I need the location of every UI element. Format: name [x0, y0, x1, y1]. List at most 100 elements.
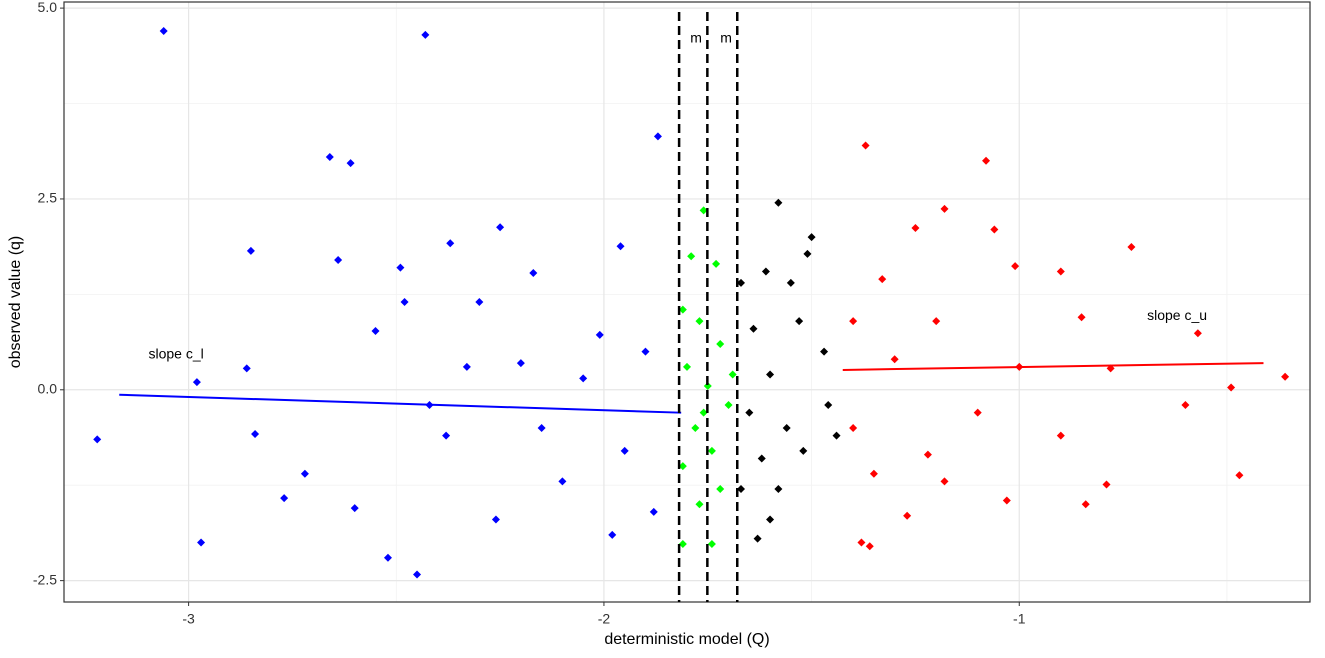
point — [93, 435, 102, 444]
point — [1077, 313, 1086, 322]
x-axis-label: deterministic model (Q) — [604, 631, 769, 648]
point — [707, 446, 716, 455]
point — [1127, 243, 1136, 252]
point — [678, 539, 687, 548]
y-tick-label: -2.5 — [33, 571, 57, 587]
point — [728, 370, 737, 379]
annotation: slope c_u — [1147, 307, 1207, 323]
point — [932, 317, 941, 326]
point — [982, 156, 991, 165]
point — [803, 249, 812, 258]
point — [1056, 431, 1065, 440]
point — [383, 553, 392, 562]
point — [923, 450, 932, 459]
point — [595, 330, 604, 339]
point — [325, 152, 334, 161]
point — [1227, 383, 1236, 392]
point — [251, 430, 260, 439]
point — [529, 268, 538, 277]
point — [1011, 262, 1020, 271]
point — [280, 494, 289, 503]
point — [192, 378, 201, 387]
point — [616, 242, 625, 251]
point — [537, 423, 546, 432]
point — [691, 423, 700, 432]
point — [1281, 372, 1290, 381]
point — [878, 275, 887, 284]
point — [699, 206, 708, 215]
point — [1056, 267, 1065, 276]
x-tick-label: -1 — [1013, 611, 1026, 627]
point — [678, 462, 687, 471]
point — [799, 446, 808, 455]
point — [832, 431, 841, 440]
point — [782, 423, 791, 432]
annotation: m — [720, 29, 732, 45]
point — [413, 570, 422, 579]
point — [446, 239, 455, 248]
point — [653, 132, 662, 141]
x-tick-label: -3 — [182, 611, 195, 627]
point — [736, 485, 745, 494]
point — [940, 477, 949, 486]
plot-border — [63, 1, 1311, 603]
point — [890, 355, 899, 364]
point — [475, 298, 484, 306]
point — [703, 381, 712, 390]
point — [1002, 496, 1011, 505]
point — [865, 542, 874, 551]
point — [774, 485, 783, 494]
point — [620, 446, 629, 455]
point — [786, 278, 795, 287]
point — [1081, 500, 1090, 509]
point — [491, 515, 500, 524]
point — [371, 327, 380, 336]
point — [442, 431, 451, 440]
point — [687, 252, 696, 261]
point — [695, 317, 704, 326]
point — [736, 278, 745, 287]
point — [820, 347, 829, 356]
point — [300, 469, 309, 478]
point — [849, 317, 858, 326]
point — [350, 504, 359, 513]
annotation: m — [690, 29, 702, 45]
point — [774, 198, 783, 207]
y-tick-label: 2.5 — [38, 190, 58, 206]
point — [761, 267, 770, 276]
point — [1181, 401, 1190, 410]
point — [462, 362, 471, 371]
point — [795, 317, 804, 326]
point — [911, 223, 920, 232]
point — [707, 539, 716, 548]
point — [940, 204, 949, 213]
point — [699, 408, 708, 417]
point — [346, 159, 355, 168]
point — [757, 454, 766, 463]
point — [246, 246, 255, 255]
point — [683, 362, 691, 371]
x-tick-label: -2 — [598, 611, 611, 627]
point — [973, 408, 982, 417]
point — [903, 511, 912, 520]
point — [678, 305, 687, 314]
annotation: slope c_l — [149, 345, 204, 361]
point — [197, 538, 206, 547]
point — [1235, 471, 1244, 480]
point — [1102, 480, 1111, 489]
y-axis-label: observed value (q) — [7, 236, 24, 369]
point — [608, 530, 617, 539]
point — [753, 534, 762, 543]
fit-line — [119, 393, 682, 414]
point — [766, 370, 775, 379]
point — [334, 256, 343, 265]
point — [716, 339, 725, 348]
point — [695, 500, 704, 509]
y-tick-label: 0.0 — [38, 380, 58, 396]
point — [421, 30, 430, 39]
point — [766, 515, 775, 524]
point — [712, 259, 721, 268]
fit-line — [842, 362, 1264, 371]
point — [649, 507, 658, 516]
